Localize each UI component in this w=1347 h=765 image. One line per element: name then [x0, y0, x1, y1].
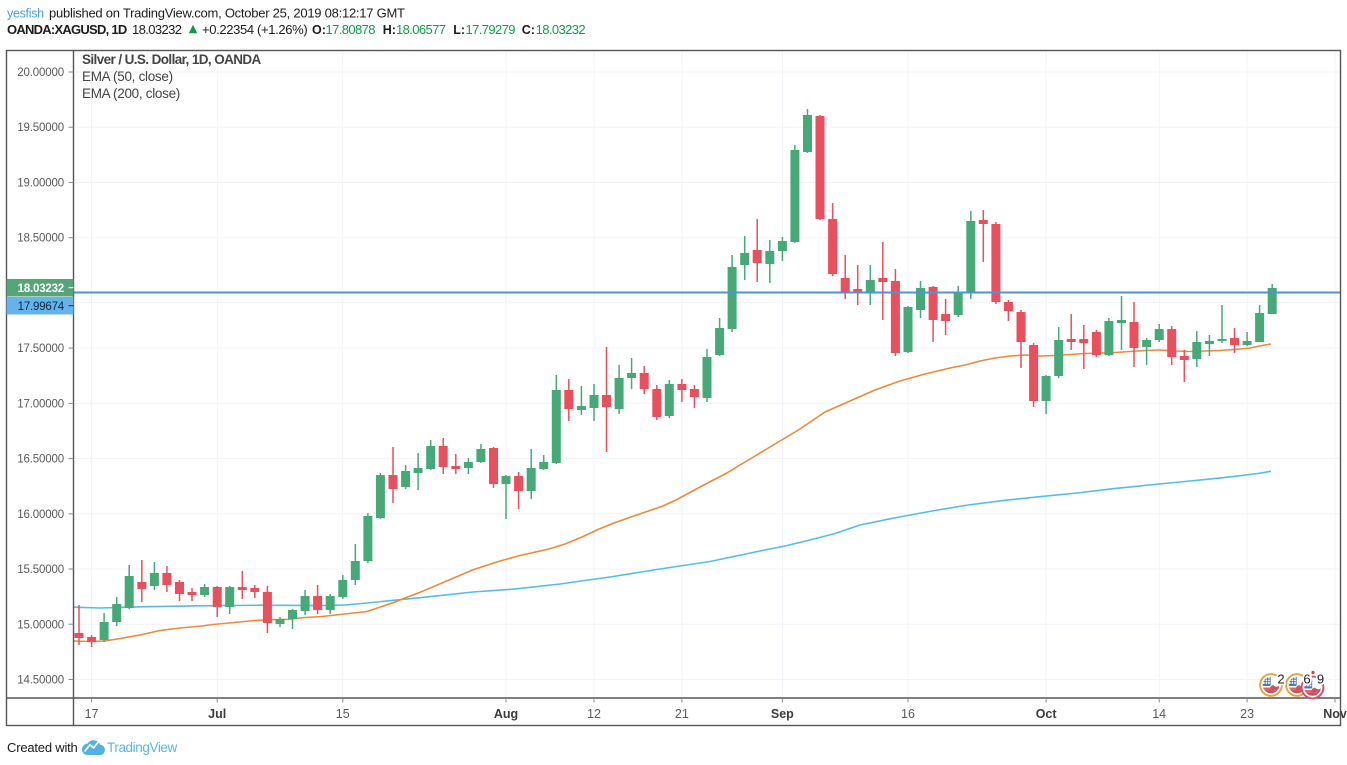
svg-text:17.80878: 17.80878	[326, 22, 376, 37]
svg-text:TradingView: TradingView	[107, 740, 178, 755]
svg-text:published on TradingView.com,: published on TradingView.com, October 25…	[49, 6, 405, 21]
svg-text:Nov: Nov	[1323, 707, 1347, 721]
svg-text:Oct: Oct	[1036, 707, 1058, 721]
svg-text:2: 2	[1277, 672, 1284, 687]
svg-text:18.03232: 18.03232	[132, 22, 182, 37]
svg-text:14: 14	[1152, 707, 1166, 721]
svg-text:19.00000: 19.00000	[17, 177, 64, 189]
svg-text:EMA (50, close): EMA (50, close)	[82, 69, 173, 84]
svg-text:6: 6	[1303, 672, 1310, 687]
svg-text:17.50000: 17.50000	[17, 343, 64, 355]
svg-text:+0.22354 (+1.26%): +0.22354 (+1.26%)	[202, 22, 307, 37]
svg-text:9: 9	[1317, 672, 1324, 687]
svg-text:16.50000: 16.50000	[17, 454, 64, 466]
svg-text:15.50000: 15.50000	[17, 564, 64, 576]
svg-text:19.50000: 19.50000	[17, 122, 64, 134]
svg-text:17.79279: 17.79279	[466, 22, 516, 37]
svg-text:17.00000: 17.00000	[17, 398, 64, 410]
svg-text:23: 23	[1240, 707, 1254, 721]
svg-text:15: 15	[336, 707, 350, 721]
svg-text:18.03232: 18.03232	[536, 22, 586, 37]
svg-text:O:: O:	[312, 23, 326, 37]
svg-text:18.50000: 18.50000	[17, 233, 64, 245]
svg-text:Jul: Jul	[208, 707, 226, 721]
svg-text:yesfish: yesfish	[7, 7, 44, 21]
svg-text:H:: H:	[383, 23, 396, 37]
svg-text:18.06577: 18.06577	[396, 22, 446, 37]
svg-text:12: 12	[587, 707, 601, 721]
svg-text:16.00000: 16.00000	[17, 509, 64, 521]
svg-text:21: 21	[675, 707, 689, 721]
svg-text:14.50000: 14.50000	[17, 674, 64, 686]
svg-text:EMA (200, close): EMA (200, close)	[82, 86, 180, 101]
svg-text:15.00000: 15.00000	[17, 619, 64, 631]
svg-text:C:: C:	[522, 23, 535, 37]
svg-text:18.03232: 18.03232	[18, 283, 64, 295]
svg-text:Sep: Sep	[771, 707, 794, 721]
svg-text:L:: L:	[453, 23, 465, 37]
svg-text:20.00000: 20.00000	[17, 67, 64, 79]
svg-text:Silver / U.S. Dollar, 1D, OAND: Silver / U.S. Dollar, 1D, OANDA	[82, 52, 262, 67]
svg-text:16: 16	[901, 707, 915, 721]
svg-text:17: 17	[85, 707, 99, 721]
svg-text:17.99674: 17.99674	[18, 301, 65, 313]
svg-text:Created with: Created with	[7, 740, 78, 755]
svg-text:Aug: Aug	[494, 707, 518, 721]
svg-text:OANDA:XAGUSD, 1D: OANDA:XAGUSD, 1D	[7, 22, 127, 37]
